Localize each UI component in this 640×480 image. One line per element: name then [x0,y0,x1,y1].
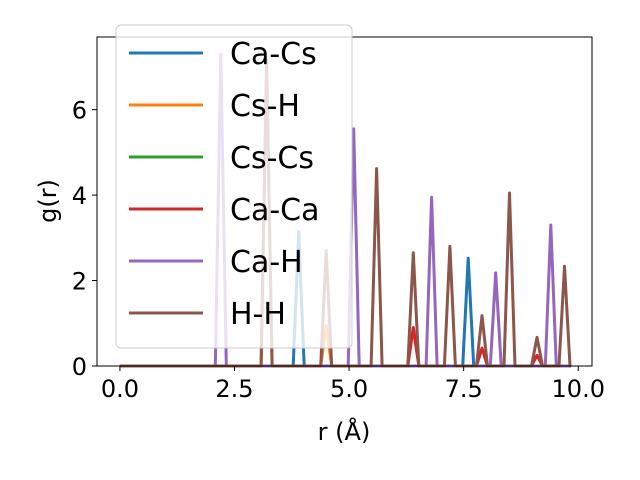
y-tick-label: 4 [72,182,87,210]
legend-label-cs-h: Cs-H [230,89,300,124]
x-axis-label: r (Å) [318,417,371,446]
x-tick-label: 0.0 [101,375,139,403]
y-tick-label: 6 [72,97,87,125]
legend-label-ca-h: Ca-H [230,245,303,280]
x-axis: 0.0 2.5 5.0 7.5 10.0 [101,366,605,403]
series-line-ca-ca [119,326,570,368]
legend-label-h-h: H-H [230,297,286,332]
y-axis-label: g(r) [34,179,62,223]
x-tick-label: 5.0 [330,375,368,403]
x-tick-label: 2.5 [215,375,253,403]
y-axis: 0 2 4 6 [72,97,97,381]
x-tick-label: 10.0 [552,375,605,403]
legend: Ca-Cs Cs-H Cs-Cs Ca-Ca Ca-H H-H [115,24,353,349]
legend-label-ca-ca: Ca-Ca [230,193,320,228]
x-tick-label: 7.5 [445,375,483,403]
y-tick-label: 2 [72,268,87,296]
legend-label-ca-cs: Ca-Cs [230,37,317,72]
legend-label-cs-cs: Cs-Cs [230,141,314,176]
y-tick-label: 0 [72,353,87,381]
